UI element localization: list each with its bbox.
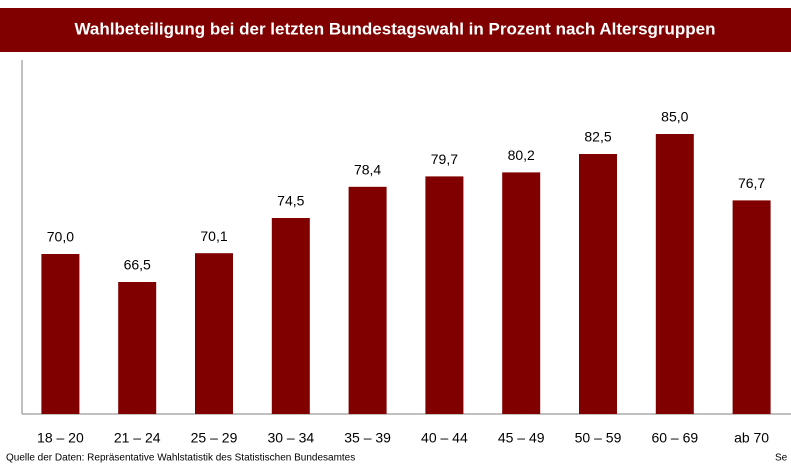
data-label: 79,7 [431,151,458,167]
data-label: 74,5 [277,193,304,209]
corner-note: Se [775,453,788,464]
data-label: 85,0 [661,109,688,125]
bar [118,282,157,414]
title-bar [0,8,791,52]
data-label: 70,0 [47,229,74,245]
x-tick-label: 25 – 29 [191,430,238,446]
data-label: 80,2 [508,147,535,163]
x-tick-label: 21 – 24 [114,430,161,446]
data-label: 70,1 [200,228,227,244]
data-label: 66,5 [124,257,151,273]
source-note: Quelle der Daten: Repräsentative Wahlsta… [6,453,355,464]
x-tick-label: ab 70 [734,430,769,446]
x-tick-label: 40 – 44 [421,430,468,446]
data-label: 76,7 [738,175,765,191]
x-tick-label: 50 – 59 [575,430,622,446]
bar [655,134,694,414]
bar [271,218,310,414]
x-tick-label: 45 – 49 [498,430,545,446]
x-tick-label: 60 – 69 [651,430,698,446]
x-tick-label: 18 – 20 [37,430,84,446]
data-label: 82,5 [584,129,611,145]
bar [579,154,617,414]
bar [425,176,464,414]
bar [348,186,387,414]
x-tick-label: 30 – 34 [267,430,314,446]
chart-title: Wahlbeteiligung bei der letzten Bundesta… [74,19,715,38]
bar [732,200,771,414]
bar [195,253,233,414]
bar [502,172,541,414]
bar [41,254,80,414]
data-label: 78,4 [354,162,381,178]
x-tick-label: 35 – 39 [344,430,391,446]
